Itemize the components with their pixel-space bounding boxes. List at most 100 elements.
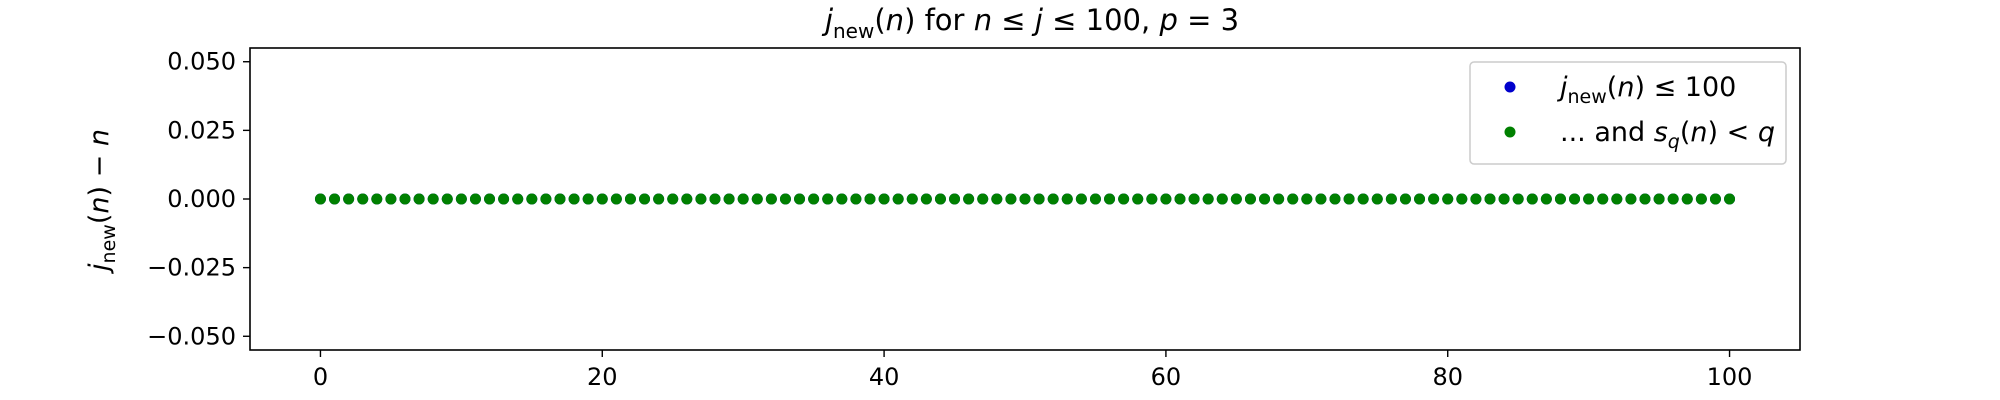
- data-point: [357, 193, 369, 205]
- data-point: [667, 193, 679, 205]
- data-point: [991, 193, 1003, 205]
- data-point: [1216, 193, 1228, 205]
- data-point: [1287, 193, 1299, 205]
- data-point: [1005, 193, 1017, 205]
- data-point: [1230, 193, 1242, 205]
- data-point: [1357, 193, 1369, 205]
- data-point: [1456, 193, 1468, 205]
- x-axis-ticks: 0 20 40 60 80 100: [313, 350, 1753, 391]
- data-point: [484, 193, 496, 205]
- data-point: [526, 193, 538, 205]
- x-tick-label: 100: [1707, 363, 1753, 391]
- data-point: [1414, 193, 1426, 205]
- data-point: [385, 193, 397, 205]
- y-tick-label: −0.025: [147, 254, 236, 282]
- data-point: [399, 193, 411, 205]
- data-point: [1188, 193, 1200, 205]
- data-points: [314, 193, 1736, 205]
- data-point: [512, 193, 524, 205]
- data-point: [1160, 193, 1172, 205]
- data-point: [1033, 193, 1045, 205]
- data-point: [1526, 193, 1538, 205]
- data-point: [1104, 193, 1116, 205]
- data-point: [751, 193, 763, 205]
- data-point: [1625, 193, 1637, 205]
- data-point: [737, 193, 749, 205]
- data-point: [413, 193, 425, 205]
- data-point: [1273, 193, 1285, 205]
- data-point: [1681, 193, 1693, 205]
- data-point: [1611, 193, 1623, 205]
- data-point: [977, 193, 989, 205]
- data-point: [920, 193, 932, 205]
- data-point: [455, 193, 467, 205]
- data-point: [1399, 193, 1411, 205]
- x-tick-label: 60: [1151, 363, 1182, 391]
- data-point: [1075, 193, 1087, 205]
- data-point: [1329, 193, 1341, 205]
- data-point: [1146, 193, 1158, 205]
- data-point: [1583, 193, 1595, 205]
- data-point: [314, 193, 326, 205]
- x-tick-label: 20: [587, 363, 618, 391]
- y-tick-label: 0.025: [167, 116, 236, 144]
- data-point: [329, 193, 341, 205]
- y-axis-label: jnew(n) − n: [84, 129, 120, 275]
- data-point: [1202, 193, 1214, 205]
- data-point: [343, 193, 355, 205]
- data-point: [1653, 193, 1665, 205]
- data-point: [878, 193, 890, 205]
- data-point: [1301, 193, 1313, 205]
- data-point: [949, 193, 961, 205]
- data-point: [1089, 193, 1101, 205]
- data-point: [1709, 193, 1721, 205]
- data-point: [1315, 193, 1327, 205]
- data-point: [441, 193, 453, 205]
- data-point: [427, 193, 439, 205]
- data-point: [836, 193, 848, 205]
- data-point: [596, 193, 608, 205]
- data-point: [610, 193, 622, 205]
- data-point: [1244, 193, 1256, 205]
- data-point: [653, 193, 665, 205]
- data-point: [934, 193, 946, 205]
- data-point: [709, 193, 721, 205]
- y-tick-label: 0.050: [167, 48, 236, 76]
- data-point: [1470, 193, 1482, 205]
- legend-label-series-1: jnew(n) ≤ 100: [1556, 72, 1736, 108]
- data-point: [1118, 193, 1130, 205]
- data-point: [892, 193, 904, 205]
- data-point: [1428, 193, 1440, 205]
- data-point: [469, 193, 481, 205]
- data-point: [1385, 193, 1397, 205]
- y-axis-ticks: 0.050 0.025 0.000 −0.025 −0.050: [147, 48, 250, 350]
- data-point: [1343, 193, 1355, 205]
- data-point: [498, 193, 510, 205]
- legend-label-series-2: ... and sq(n) < q: [1560, 117, 1775, 153]
- legend: jnew(n) ≤ 100 ... and sq(n) < q: [1469, 61, 1787, 165]
- data-point: [371, 193, 383, 205]
- data-point: [681, 193, 693, 205]
- data-point: [906, 193, 918, 205]
- data-point: [808, 193, 820, 205]
- chart-title: jnew(n) for n ≤ j ≤ 100, p = 3: [821, 3, 1239, 43]
- data-point: [1667, 193, 1679, 205]
- legend-box: [1469, 61, 1787, 165]
- data-point: [1512, 193, 1524, 205]
- data-point: [1019, 193, 1031, 205]
- data-point: [1597, 193, 1609, 205]
- x-tick-label: 0: [313, 363, 328, 391]
- data-point: [582, 193, 594, 205]
- data-point: [554, 193, 566, 205]
- data-point: [695, 193, 707, 205]
- x-tick-label: 40: [869, 363, 900, 391]
- data-point: [540, 193, 552, 205]
- data-point: [1540, 193, 1552, 205]
- data-point: [568, 193, 580, 205]
- legend-marker-series-1: [1504, 81, 1516, 93]
- data-point: [779, 193, 791, 205]
- data-point: [1132, 193, 1144, 205]
- series-2-points: [314, 193, 1736, 205]
- y-tick-label: −0.050: [147, 322, 236, 350]
